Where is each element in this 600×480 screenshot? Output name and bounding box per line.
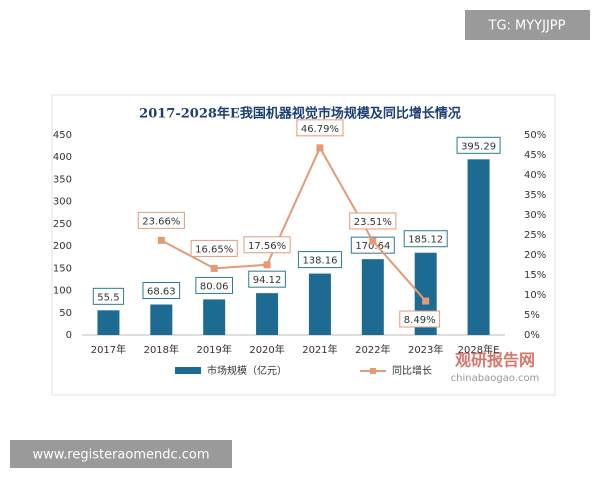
y-tick-label: 200 bbox=[53, 241, 72, 252]
line-value-label: 8.49% bbox=[404, 315, 436, 326]
y2-tick-label: 15% bbox=[524, 270, 546, 281]
bar-value-label: 68.63 bbox=[147, 286, 176, 297]
y-tick-label: 250 bbox=[53, 219, 72, 230]
line-value-label-box bbox=[190, 239, 238, 257]
line-marker bbox=[316, 144, 324, 152]
y2-tick-label: 10% bbox=[524, 290, 546, 301]
x-tick-label: 2021年 bbox=[302, 343, 337, 356]
watermark-text: TG: MYYJJPP bbox=[488, 19, 566, 34]
bar bbox=[308, 273, 331, 335]
line-value-label: 23.66% bbox=[142, 216, 180, 227]
bar-value-label: 185.12 bbox=[408, 235, 443, 246]
bar-value-label-box bbox=[248, 270, 286, 288]
y-tick-label: 50 bbox=[59, 308, 72, 319]
bar bbox=[467, 159, 490, 335]
y2-tick-label: 20% bbox=[524, 250, 546, 261]
chart-title: 2017-2028年E我国机器视觉市场规模及同比增长情况 bbox=[139, 106, 461, 122]
y2-tick-label: 5% bbox=[524, 310, 540, 321]
line bbox=[160, 145, 427, 302]
line-value-label-box bbox=[137, 211, 185, 229]
bar bbox=[150, 304, 173, 335]
bar bbox=[97, 310, 120, 335]
x-tick-label: 2020年 bbox=[249, 343, 284, 356]
legend-label: 同比增长 bbox=[392, 364, 432, 377]
bar-value-label: 170.64 bbox=[355, 241, 390, 252]
y-tick-label: 100 bbox=[53, 286, 72, 297]
bar-value-label-box bbox=[142, 281, 181, 299]
y-tick-label: 450 bbox=[53, 130, 72, 141]
legend-label: 市场规模（亿元） bbox=[207, 364, 287, 377]
y-tick-label: 0 bbox=[66, 330, 72, 341]
bar-value-label-box bbox=[456, 136, 501, 154]
bar-value-label: 80.06 bbox=[200, 281, 229, 292]
bar-value-label: 94.12 bbox=[253, 275, 282, 286]
x-tick-label: 2022年 bbox=[355, 343, 390, 356]
bar-value-label-box bbox=[350, 236, 395, 254]
line-value-label-box bbox=[399, 310, 441, 328]
bar-value-label-box bbox=[297, 251, 342, 269]
bar bbox=[203, 299, 226, 335]
line-marker bbox=[157, 236, 165, 244]
line-value-label-box bbox=[349, 212, 397, 230]
legend-swatch bbox=[370, 368, 376, 374]
watermark-box bbox=[10, 440, 232, 468]
y2-tick-label: 50% bbox=[524, 130, 546, 141]
bar-value-label: 138.16 bbox=[302, 256, 337, 267]
y2-tick-label: 45% bbox=[524, 150, 546, 161]
x-tick-label: 2018年 bbox=[144, 343, 179, 356]
line-value-label: 46.79% bbox=[301, 124, 339, 135]
x-tick-label: 2028年E bbox=[458, 343, 500, 356]
bar-value-label: 395.29 bbox=[461, 141, 496, 152]
bar-value-label-box bbox=[403, 230, 448, 248]
y2-tick-label: 35% bbox=[524, 190, 546, 201]
logo: 观研报告网 bbox=[455, 351, 535, 370]
y-tick-label: 300 bbox=[53, 197, 72, 208]
line-marker bbox=[263, 261, 271, 269]
line-value-label-box bbox=[243, 236, 291, 254]
legend-swatch bbox=[175, 367, 201, 374]
line-value-label: 17.56% bbox=[248, 241, 286, 252]
y-tick-label: 350 bbox=[53, 174, 72, 185]
line-marker bbox=[369, 237, 377, 245]
x-tick-label: 2019年 bbox=[196, 343, 231, 356]
watermark-box bbox=[465, 10, 590, 40]
y2-tick-label: 0% bbox=[524, 330, 540, 341]
y2-tick-label: 30% bbox=[524, 210, 546, 221]
y-tick-label: 400 bbox=[53, 152, 72, 163]
line-value-label-box bbox=[296, 119, 344, 137]
bar bbox=[256, 293, 279, 335]
x-tick-label: 2017年 bbox=[91, 343, 126, 356]
y2-tick-label: 25% bbox=[524, 230, 546, 241]
bar bbox=[361, 259, 384, 335]
bar-value-label-box bbox=[195, 276, 234, 294]
bar-value-label-box bbox=[92, 287, 125, 305]
line-marker bbox=[210, 264, 218, 272]
bar-value-label: 55.5 bbox=[97, 292, 119, 303]
y2-tick-label: 40% bbox=[524, 170, 546, 181]
y-tick-label: 150 bbox=[53, 263, 72, 274]
line-value-label: 23.51% bbox=[354, 217, 392, 228]
x-tick-label: 2023年 bbox=[408, 343, 443, 356]
watermark-text: www.registeraomendc.com bbox=[32, 448, 209, 463]
logo-url: chinabaogao.com bbox=[451, 373, 540, 384]
line-marker bbox=[422, 297, 430, 305]
line-value-label: 16.65% bbox=[195, 244, 233, 255]
